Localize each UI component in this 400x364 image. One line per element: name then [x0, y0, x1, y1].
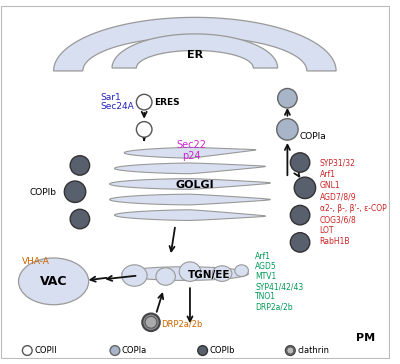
Circle shape — [277, 119, 298, 140]
Circle shape — [145, 316, 157, 328]
Circle shape — [64, 181, 86, 202]
Circle shape — [22, 346, 32, 355]
Text: COPIb: COPIb — [210, 346, 235, 355]
Polygon shape — [114, 210, 266, 221]
Text: Arf1: Arf1 — [320, 170, 336, 179]
Text: AGD5: AGD5 — [255, 262, 277, 271]
Text: LOT: LOT — [320, 226, 334, 235]
Text: Sec22: Sec22 — [176, 140, 206, 150]
Text: COG3/6/8: COG3/6/8 — [320, 215, 356, 224]
Text: PM: PM — [356, 333, 375, 343]
Text: TNO1: TNO1 — [255, 292, 276, 301]
Circle shape — [110, 346, 120, 355]
Ellipse shape — [122, 265, 147, 286]
Text: p24: p24 — [182, 151, 200, 161]
Circle shape — [136, 94, 152, 110]
Text: AGD7/8/9: AGD7/8/9 — [320, 193, 356, 202]
Text: COPIa: COPIa — [299, 132, 326, 141]
Text: SYP31/32: SYP31/32 — [320, 159, 356, 168]
Circle shape — [70, 209, 90, 229]
Text: MTV1: MTV1 — [255, 272, 276, 281]
Polygon shape — [54, 17, 336, 71]
Circle shape — [290, 153, 310, 172]
Polygon shape — [124, 147, 256, 158]
Text: clathrin: clathrin — [297, 346, 329, 355]
Circle shape — [278, 88, 297, 108]
Ellipse shape — [156, 268, 175, 285]
Ellipse shape — [18, 258, 89, 305]
Circle shape — [142, 313, 160, 331]
Circle shape — [136, 122, 152, 137]
Polygon shape — [122, 267, 248, 280]
Text: SYP41/42/43: SYP41/42/43 — [255, 282, 304, 291]
Polygon shape — [112, 34, 278, 68]
Polygon shape — [110, 194, 270, 205]
Polygon shape — [114, 163, 266, 174]
Circle shape — [286, 346, 295, 355]
Text: α2-, β-, β'-, ε-COP: α2-, β-, β'-, ε-COP — [320, 204, 386, 213]
Ellipse shape — [179, 262, 201, 281]
Text: Sec24A: Sec24A — [100, 103, 134, 111]
Polygon shape — [110, 179, 270, 189]
Text: COPIb: COPIb — [30, 188, 56, 197]
Text: COPIa: COPIa — [122, 346, 147, 355]
Text: ER: ER — [187, 50, 203, 60]
Circle shape — [287, 347, 294, 354]
Text: Sar1: Sar1 — [100, 93, 121, 102]
Text: COPII: COPII — [34, 346, 57, 355]
Circle shape — [290, 233, 310, 252]
Ellipse shape — [235, 265, 248, 277]
Text: VHA-A: VHA-A — [22, 257, 49, 266]
Text: GNL1: GNL1 — [320, 181, 340, 190]
Text: GOLGI: GOLGI — [176, 180, 214, 190]
Text: DRP2a/2b: DRP2a/2b — [255, 303, 293, 312]
Text: Arf1: Arf1 — [255, 252, 271, 261]
Text: RabH1B: RabH1B — [320, 237, 350, 246]
Text: VAC: VAC — [40, 275, 67, 288]
Circle shape — [70, 156, 90, 175]
Ellipse shape — [212, 266, 232, 281]
Circle shape — [198, 346, 208, 355]
Text: ERES: ERES — [154, 98, 180, 107]
Text: DRP2a/2b: DRP2a/2b — [161, 320, 202, 329]
Text: TGN/EE: TGN/EE — [188, 270, 231, 280]
Circle shape — [290, 205, 310, 225]
Circle shape — [294, 177, 316, 198]
